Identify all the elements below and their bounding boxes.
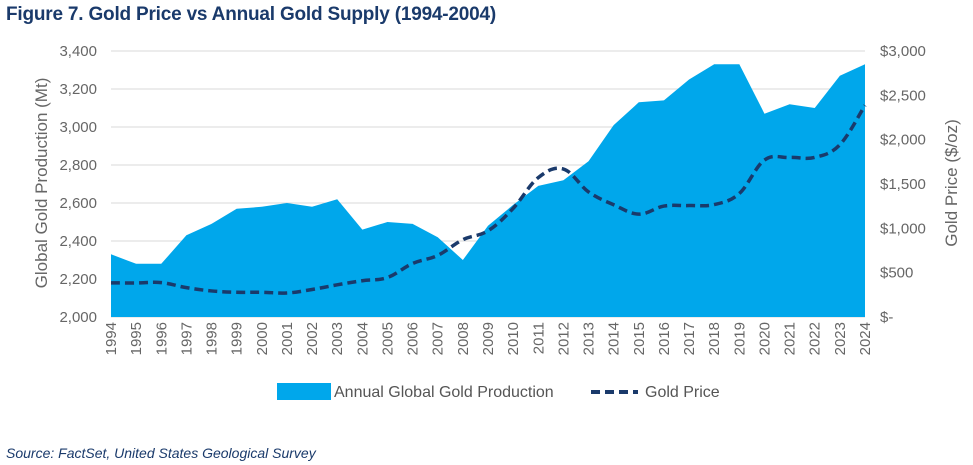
x-tick-label: 2006 bbox=[405, 322, 422, 355]
right-tick-label: $1,000 bbox=[880, 220, 926, 237]
x-tick-label: 2010 bbox=[505, 322, 522, 355]
x-tick-label: 2016 bbox=[656, 322, 673, 355]
left-tick-label: 2,800 bbox=[59, 157, 97, 174]
x-tick-label: 2007 bbox=[430, 322, 447, 355]
x-tick-label: 2003 bbox=[329, 322, 346, 355]
x-tick-label: 2017 bbox=[681, 322, 698, 355]
x-tick-label: 2001 bbox=[279, 322, 296, 355]
legend-line-label: Gold Price bbox=[645, 384, 720, 401]
x-tick-label: 2024 bbox=[857, 322, 874, 355]
x-tick-label: 2008 bbox=[455, 322, 472, 355]
left-tick-label: 2,600 bbox=[59, 195, 97, 212]
x-axis-ticks: 1994 1995 1996 1997 1998 1999 2000 2001 2002 2003… bbox=[103, 322, 874, 355]
x-tick-label: 2009 bbox=[480, 322, 497, 355]
x-tick-label: 2000 bbox=[254, 322, 271, 355]
price-line-layer bbox=[110, 104, 867, 295]
x-tick-label: 1996 bbox=[153, 322, 170, 355]
x-tick-label: 2018 bbox=[706, 322, 723, 355]
x-tick-label: 2012 bbox=[555, 322, 572, 355]
left-axis-label: Global Gold Production (Mt) bbox=[32, 78, 51, 289]
right-tick-label: $2,000 bbox=[880, 132, 926, 149]
right-tick-label: $1,500 bbox=[880, 176, 926, 193]
production-area-layer bbox=[110, 64, 866, 317]
right-tick-label: $- bbox=[880, 309, 893, 326]
chart-title: Figure 7. Gold Price vs Annual Gold Supp… bbox=[6, 4, 497, 25]
right-tick-label: $2,500 bbox=[880, 87, 926, 104]
x-tick-label: 1997 bbox=[178, 322, 195, 355]
left-tick-label: 3,000 bbox=[59, 119, 97, 136]
right-axis-ticks: $- $500 $1,000 $1,500 $2,000 $2,500 $3,000 bbox=[880, 43, 926, 326]
legend-area-label: Annual Global Gold Production bbox=[334, 384, 554, 401]
x-tick-label: 2014 bbox=[606, 322, 623, 355]
x-tick-label: 2005 bbox=[379, 322, 396, 355]
x-tick-label: 2023 bbox=[832, 322, 849, 355]
right-axis-label: Gold Price ($/oz) bbox=[942, 119, 961, 247]
x-tick-label: 2019 bbox=[731, 322, 748, 355]
x-tick-label: 1995 bbox=[128, 322, 145, 355]
x-tick-label: 2013 bbox=[581, 322, 598, 355]
x-tick-label: 2004 bbox=[354, 322, 371, 355]
legend: Annual Global Gold Production Gold Price bbox=[277, 383, 720, 401]
left-tick-label: 3,200 bbox=[59, 81, 97, 98]
left-tick-label: 2,200 bbox=[59, 271, 97, 288]
left-tick-label: 3,400 bbox=[59, 43, 97, 60]
legend-area-swatch bbox=[277, 383, 331, 400]
x-tick-label: 2022 bbox=[807, 322, 824, 355]
x-tick-label: 1994 bbox=[103, 322, 120, 355]
x-tick-label: 1998 bbox=[204, 322, 221, 355]
right-tick-label: $500 bbox=[880, 265, 913, 282]
x-tick-label: 1999 bbox=[229, 322, 246, 355]
left-tick-label: 2,400 bbox=[59, 233, 97, 250]
x-tick-label: 2021 bbox=[782, 322, 799, 355]
x-tick-label: 2020 bbox=[756, 322, 773, 355]
x-tick-label: 2015 bbox=[631, 322, 648, 355]
left-tick-label: 2,000 bbox=[59, 309, 97, 326]
source-note: Source: FactSet, United States Geologica… bbox=[6, 445, 316, 461]
x-tick-label: 2002 bbox=[304, 322, 321, 355]
right-tick-label: $3,000 bbox=[880, 43, 926, 60]
x-tick-label: 2011 bbox=[530, 322, 547, 354]
left-axis-ticks: 2,000 2,200 2,400 2,600 2,800 3,000 3,200 3,400 bbox=[59, 43, 97, 326]
production-area bbox=[111, 64, 865, 317]
